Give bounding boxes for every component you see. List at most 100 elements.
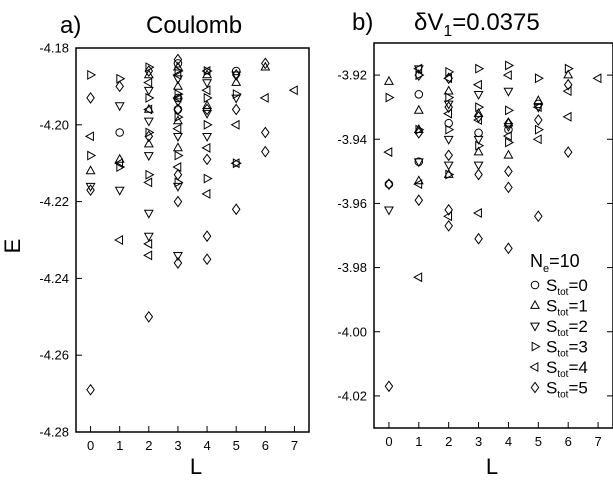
point-a-s2-7 bbox=[143, 232, 154, 242]
point-a-s1-4 bbox=[143, 138, 154, 148]
point-a-s5-19 bbox=[261, 57, 270, 70]
chart-title-b-sub: 1 bbox=[443, 23, 452, 40]
point-b-s4-14 bbox=[562, 111, 572, 122]
point-b-s2-10 bbox=[503, 123, 514, 133]
y-tick-label-a-5: -4.18 bbox=[39, 41, 69, 56]
point-a-s1-8 bbox=[172, 142, 183, 152]
point-a-s3-17 bbox=[232, 89, 242, 100]
point-b-s4-8 bbox=[472, 115, 482, 125]
point-b-s4-2 bbox=[413, 179, 423, 190]
point-b-s2-9 bbox=[503, 87, 514, 97]
plot-frame-b bbox=[373, 42, 613, 429]
point-a-s2-9 bbox=[172, 98, 183, 108]
point-a-s4-18 bbox=[259, 92, 269, 103]
point-b-s5-12 bbox=[474, 232, 483, 245]
point-a-s3-8 bbox=[174, 66, 184, 77]
point-b-s3-14 bbox=[534, 124, 544, 135]
point-a-s2-14 bbox=[202, 109, 213, 119]
point-a-s3-12 bbox=[174, 177, 184, 188]
point-b-s0-0 bbox=[384, 179, 394, 189]
point-b-s3-12 bbox=[505, 137, 515, 148]
point-a-s2-3 bbox=[143, 86, 154, 96]
point-b-s3-0 bbox=[385, 92, 395, 103]
x-axis-label-b: L bbox=[486, 454, 498, 479]
x-tick-label-b-3: 3 bbox=[475, 434, 482, 449]
point-b-s3-13 bbox=[534, 73, 544, 84]
point-a-s5-0 bbox=[86, 92, 95, 104]
point-b-s4-9 bbox=[472, 208, 482, 219]
point-a-s2-2 bbox=[114, 186, 125, 196]
point-a-s5-7 bbox=[173, 53, 183, 66]
point-b-s3-2 bbox=[415, 124, 425, 135]
x-tick-label-a-5: 5 bbox=[233, 438, 240, 453]
point-a-s3-14 bbox=[203, 92, 213, 103]
x-axis-label-a: L bbox=[190, 454, 202, 479]
point-a-s3-1 bbox=[87, 150, 97, 161]
point-b-s5-11 bbox=[474, 168, 483, 181]
point-b-s5-17 bbox=[534, 114, 543, 126]
plot-frame-a bbox=[75, 47, 310, 433]
x-tick-label-a-3: 3 bbox=[174, 438, 181, 453]
point-a-s3-10 bbox=[174, 112, 184, 123]
chart-title-b: δV1=0.0375 bbox=[414, 9, 540, 40]
x-tick-label-a-2: 2 bbox=[145, 438, 152, 453]
point-a-s4-5 bbox=[143, 177, 153, 188]
point-b-s3-15 bbox=[564, 63, 574, 74]
point-a-s2-6 bbox=[143, 209, 154, 219]
legend-marker-4 bbox=[529, 362, 539, 372]
point-a-s5-14 bbox=[202, 230, 212, 243]
y-tick-label-b-1: -4.00 bbox=[337, 324, 367, 339]
point-a-s5-11 bbox=[173, 257, 183, 269]
point-b-s4-16 bbox=[592, 73, 602, 84]
point-b-s2-0 bbox=[383, 206, 394, 216]
point-b-s1-1 bbox=[413, 104, 424, 114]
point-b-s5-3 bbox=[414, 126, 424, 139]
point-a-s1-9 bbox=[202, 69, 213, 79]
point-b-s2-5 bbox=[443, 161, 454, 171]
point-b-s3-9 bbox=[475, 140, 485, 151]
point-a-s1-10 bbox=[202, 99, 213, 109]
y-tick-label-b-2: -3.98 bbox=[337, 260, 367, 275]
point-b-s2-6 bbox=[473, 90, 484, 100]
chart-title-b-prefix: δV bbox=[414, 9, 443, 36]
y-tick-label-a-1: -4.26 bbox=[39, 348, 69, 363]
point-b-s5-4 bbox=[414, 194, 424, 207]
point-a-s3-9 bbox=[174, 89, 184, 100]
x-tick-label-b-5: 5 bbox=[535, 434, 542, 449]
point-a-s4-7 bbox=[143, 250, 153, 261]
y-tick-label-a-4: -4.20 bbox=[39, 117, 69, 132]
marks-b: 0 1 2 3 4 5 6 7 -4.02 -4.00 -3.98 -3.96 -3.94 -3.92 bbox=[337, 60, 613, 449]
point-a-s4-19 bbox=[288, 85, 298, 96]
point-b-s4-11 bbox=[502, 131, 512, 142]
point-b-s0-4 bbox=[474, 128, 483, 138]
point-a-s1-5 bbox=[172, 61, 183, 71]
point-a-s5-10 bbox=[173, 195, 183, 208]
point-b-s1-9 bbox=[503, 149, 514, 159]
point-b-s2-4 bbox=[443, 135, 454, 145]
point-a-s5-4 bbox=[144, 65, 154, 77]
point-a-s2-17 bbox=[231, 94, 242, 104]
panel-a-coulomb: a) Coulomb E L 0 1 2 3 4 5 6 7 -4.28 -4.26 -4.24 -4… bbox=[0, 12, 310, 479]
point-b-s3-7 bbox=[475, 63, 485, 74]
panel-label-a: a) bbox=[60, 12, 81, 39]
x-tick-label-a-1: 1 bbox=[116, 438, 123, 453]
y-tick-label-b-3: -3.96 bbox=[337, 196, 367, 211]
point-a-s3-18 bbox=[232, 158, 242, 169]
point-b-s5-7 bbox=[444, 149, 453, 162]
point-a-s5-21 bbox=[261, 145, 270, 158]
point-b-s5-8 bbox=[444, 203, 453, 216]
point-b-s5-13 bbox=[504, 117, 513, 130]
point-a-s3-6 bbox=[145, 127, 155, 138]
point-b-s5-18 bbox=[534, 210, 543, 223]
point-b-s4-3 bbox=[413, 272, 423, 283]
point-a-s3-16 bbox=[203, 173, 213, 184]
point-a-s0-1 bbox=[173, 59, 183, 68]
point-a-s4-17 bbox=[230, 158, 240, 169]
point-b-s3-1 bbox=[415, 70, 425, 81]
point-b-s3-11 bbox=[505, 105, 515, 116]
legend-label-1: Stot=1 bbox=[546, 297, 588, 319]
point-b-s4-7 bbox=[472, 79, 482, 90]
point-a-s5-16 bbox=[231, 68, 241, 81]
point-a-s5-17 bbox=[231, 103, 241, 116]
